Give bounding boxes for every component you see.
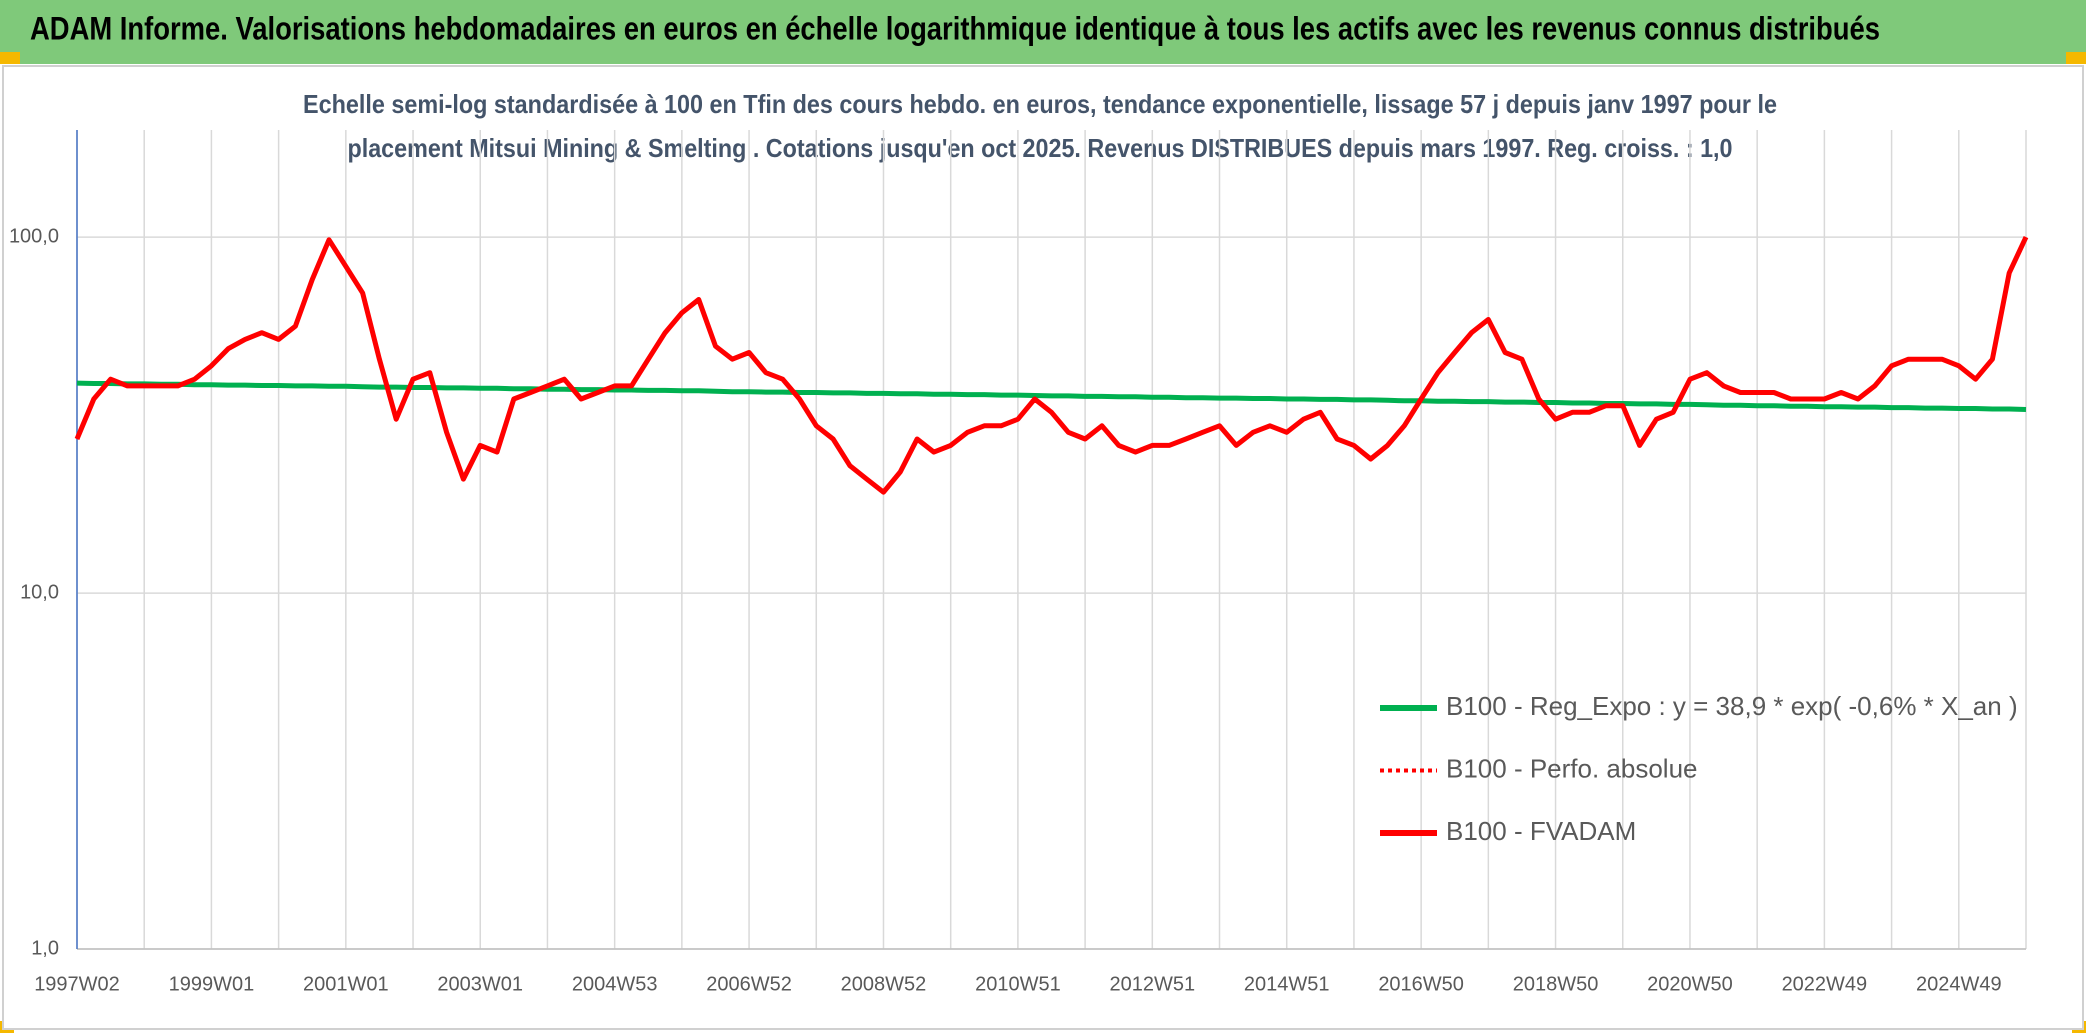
legend-label: B100 - Reg_Expo : y = 38,9 * exp( -0,6% … — [1446, 691, 2018, 721]
x-tick-label: 2004W53 — [572, 973, 658, 995]
y-tick-label: 1,0 — [31, 937, 59, 959]
x-tick-label: 2006W52 — [706, 973, 792, 995]
x-tick-label: 2022W49 — [1782, 973, 1868, 995]
x-tick-label: 2014W51 — [1244, 973, 1330, 995]
chart-frame — [2, 65, 2084, 1030]
x-tick-label: 1997W02 — [34, 973, 120, 995]
series-line — [76, 380, 2027, 412]
y-tick-label: 10,0 — [20, 581, 59, 603]
x-tick-label: 1999W01 — [169, 973, 255, 995]
legend-label: B100 - Perfo. absolue — [1446, 753, 1698, 783]
title-banner — [0, 0, 2086, 64]
x-tick-label: 2008W52 — [841, 973, 927, 995]
chart-subtitle: Echelle semi-log standardisée à 100 en T… — [303, 89, 1777, 119]
x-tick-label: 2001W01 — [303, 973, 389, 995]
chart-subtitle: placement Mitsui Mining & Smelting . Cot… — [348, 133, 1733, 163]
chart-title: ADAM Informe. Valorisations hebdomadaire… — [30, 10, 1880, 46]
x-tick-label: 2003W01 — [437, 973, 523, 995]
corner — [0, 52, 20, 64]
x-tick-label: 2016W50 — [1378, 973, 1464, 995]
x-tick-label: 2020W50 — [1647, 973, 1733, 995]
x-tick-label: 2010W51 — [975, 973, 1061, 995]
x-tick-label: 2018W50 — [1513, 973, 1599, 995]
x-tick-label: 2024W49 — [1916, 973, 2002, 995]
series-line — [74, 236, 2029, 495]
y-tick-label: 100,0 — [9, 225, 59, 247]
corner — [2066, 52, 2086, 64]
x-tick-label: 2012W51 — [1109, 973, 1195, 995]
legend-label: B100 - FVADAM — [1446, 816, 1636, 846]
